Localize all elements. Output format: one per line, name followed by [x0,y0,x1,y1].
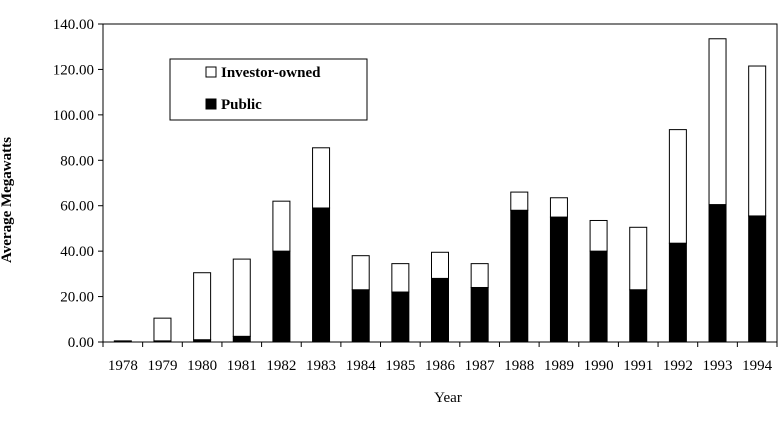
bar-investor-owned-1982 [272,200,291,252]
bar-investor-owned-1979 [153,317,172,342]
x-axis-title: Year [434,390,462,406]
legend-swatch-investor-owned [205,66,217,78]
x-tick-label: 1981 [227,358,257,374]
bar-investor-owned-1993 [708,38,727,206]
y-tick-label: 120.00 [53,62,94,78]
x-tick-label: 1989 [544,358,574,374]
bar-public-1992 [668,242,687,343]
bar-investor-owned-1986 [431,251,449,279]
bar-investor-owned-1983 [312,147,331,209]
x-tick-label: 1987 [465,358,496,374]
bar-public-1984 [351,289,370,343]
x-tick-label: 1990 [584,358,614,374]
bar-public-1989 [549,216,568,343]
y-tick-label: 80.00 [60,153,94,169]
bar-public-1978 [113,340,132,343]
bar-investor-owned-1985 [391,263,410,293]
y-tick-label: 0.00 [68,335,94,351]
bar-investor-owned-1981 [232,258,251,337]
bar-investor-owned-1991 [629,226,648,291]
x-tick-label: 1993 [703,358,733,374]
y-axis: 0.00 20.00 40.00 60.00 80.00 100.00 120.00 140.… [53,17,103,351]
x-tick-label: 1982 [266,358,296,374]
bar-public-1987 [470,286,489,343]
legend-swatch-public [205,98,217,110]
bar-public-1988 [510,209,529,343]
bar-public-1986 [431,277,449,343]
bar-investor-owned-1994 [748,65,767,217]
x-axis: 1978 1979 1980 1981 1982 1983 1984 1985 1986 1987… [102,342,778,374]
bar-public-1983 [312,207,331,343]
bar-public-1991 [629,289,648,343]
y-tick-label: 140.00 [53,17,94,33]
bar-public-1994 [748,215,767,343]
y-tick-label: 100.00 [53,108,94,124]
x-tick-label: 1984 [346,358,377,374]
bar-public-1985 [391,291,410,343]
legend-label-investor-owned: Investor-owned [221,65,321,81]
bar-public-1993 [708,204,727,343]
legend-box [169,58,368,121]
bars [113,38,767,343]
bar-public-1981 [232,335,251,343]
bar-public-1990 [589,250,608,343]
x-tick-label: 1988 [504,358,534,374]
legend: Investor-owned Public [169,58,368,121]
bar-investor-owned-1984 [351,255,370,291]
bar-investor-owned-1989 [549,197,568,218]
bar-investor-owned-1980 [193,272,212,341]
x-tick-label: 1994 [742,358,773,374]
x-tick-label: 1992 [663,358,693,374]
x-tick-label: 1986 [425,358,456,374]
y-axis-title: Average Megawatts [0,137,15,263]
bar-investor-owned-1988 [510,191,529,211]
x-tick-label: 1983 [306,358,336,374]
y-tick-label: 60.00 [60,199,94,215]
legend-label-public: Public [221,97,262,113]
x-tick-label: 1980 [187,358,217,374]
x-tick-label: 1978 [108,358,138,374]
x-tick-label: 1979 [147,358,177,374]
x-tick-label: 1985 [385,358,415,374]
bar-public-1982 [272,250,291,343]
y-tick-label: 40.00 [60,244,94,260]
bar-investor-owned-1987 [470,263,489,288]
x-tick-label: 1991 [623,358,653,374]
bar-investor-owned-1990 [589,219,608,252]
bar-investor-owned-1992 [668,129,687,244]
y-tick-label: 20.00 [60,290,94,306]
